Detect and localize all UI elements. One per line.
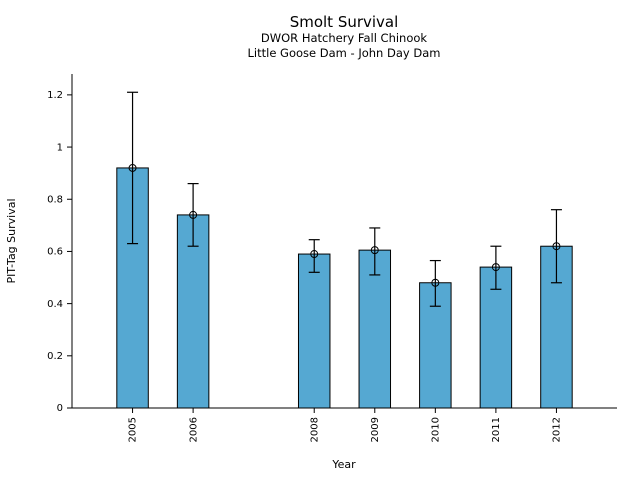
x-tick-label: 2005 (128, 417, 139, 442)
y-tick-label: 0.4 (47, 299, 63, 310)
marker-2011 (491, 263, 500, 272)
y-tick-label: 1.2 (47, 90, 63, 101)
chart-subtitle-line2: Little Goose Dam - John Day Dam (248, 46, 441, 60)
x-tick-label: 2006 (188, 417, 199, 442)
x-tick-label: 2011 (491, 417, 502, 442)
marker-2012 (552, 242, 561, 251)
bar-2008 (297, 253, 331, 409)
bar-2009 (358, 249, 392, 409)
bar-2011 (479, 266, 513, 409)
plot-area: 0 0.2 0.4 0.6 0.8 1 1.2 2005 2006 2008 2009 2010 201… (47, 74, 617, 442)
x-tick-label: 2009 (370, 417, 381, 442)
x-tick-label: 2012 (552, 417, 563, 442)
y-tick-label: 1 (57, 142, 63, 153)
x-axis-label: Year (331, 458, 356, 471)
x-tick-label: 2010 (431, 417, 442, 442)
y-axis-label: PIT-Tag Survival (5, 198, 18, 283)
marker-2005 (128, 163, 137, 172)
marker-2010 (431, 278, 440, 287)
marker-2006 (189, 210, 198, 219)
bar-2005 (116, 167, 149, 409)
y-tick-label: 0.8 (47, 194, 63, 205)
x-tick-label: 2008 (309, 417, 320, 442)
y-tick-label: 0.2 (47, 351, 63, 362)
y-tick-label: 0 (57, 403, 63, 414)
marker-2009 (370, 246, 379, 255)
marker-2008 (310, 250, 319, 259)
y-tick-label: 0.6 (47, 247, 63, 258)
chart-subtitle-line1: DWOR Hatchery Fall Chinook (261, 31, 428, 45)
chart-title: Smolt Survival (290, 13, 399, 31)
bar-2006 (176, 214, 210, 409)
